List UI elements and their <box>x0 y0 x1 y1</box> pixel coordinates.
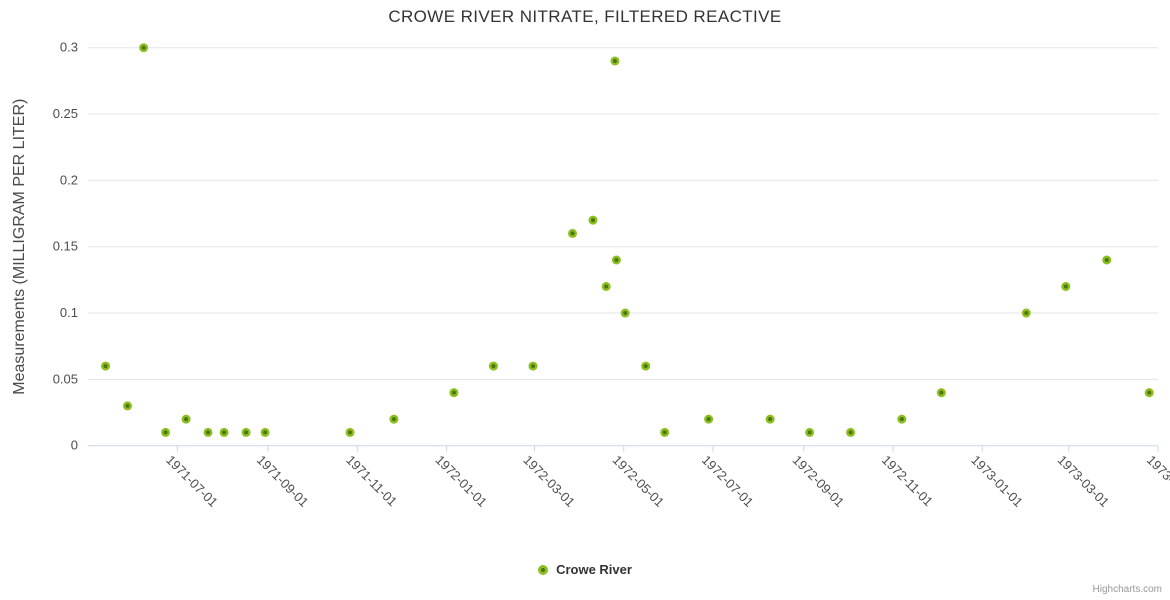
data-point-center <box>103 364 108 369</box>
data-point-center <box>614 257 619 262</box>
legend: Crowe River <box>0 562 1170 577</box>
data-point-center <box>163 430 168 435</box>
x-tick-label: 1973-05-01 <box>1144 452 1170 510</box>
legend-marker-icon <box>538 564 549 575</box>
data-point-center <box>623 311 628 316</box>
data-point-center <box>706 417 711 422</box>
y-tick-label: 0 <box>71 438 78 453</box>
x-tick-label: 1972-07-01 <box>699 452 757 510</box>
data-point-center <box>141 45 146 50</box>
data-point-center <box>848 430 853 435</box>
data-point-center <box>263 430 268 435</box>
data-point-center <box>662 430 667 435</box>
data-point-center <box>643 364 648 369</box>
y-tick-label: 0.15 <box>53 239 78 254</box>
data-point-center <box>391 417 396 422</box>
y-tick-label: 0.05 <box>53 371 78 386</box>
data-point-center <box>125 403 130 408</box>
data-point-center <box>1104 257 1109 262</box>
data-point-center <box>768 417 773 422</box>
y-tick-label: 0.1 <box>60 305 78 320</box>
x-tick-label: 1971-07-01 <box>163 452 221 510</box>
data-point-center <box>206 430 211 435</box>
legend-item-crowe-river[interactable]: Crowe River <box>556 562 632 577</box>
y-tick-label: 0.2 <box>60 172 78 187</box>
data-point-center <box>348 430 353 435</box>
data-point-center <box>612 58 617 63</box>
x-tick-label: 1973-03-01 <box>1055 452 1113 510</box>
x-tick-label: 1972-05-01 <box>610 452 668 510</box>
x-tick-label: 1973-01-01 <box>968 452 1026 510</box>
x-tick-label: 1971-09-01 <box>254 452 312 510</box>
data-point-center <box>184 417 189 422</box>
data-point-center <box>530 364 535 369</box>
x-tick-label: 1971-11-01 <box>343 452 400 509</box>
data-point-center <box>1063 284 1068 289</box>
x-tick-label: 1972-11-01 <box>879 452 936 509</box>
data-point-center <box>590 218 595 223</box>
data-point-center <box>451 390 456 395</box>
data-point-center <box>491 364 496 369</box>
x-tick-label: 1972-03-01 <box>520 452 578 510</box>
data-point-center <box>604 284 609 289</box>
data-point-center <box>570 231 575 236</box>
data-point-center <box>939 390 944 395</box>
data-point-center <box>244 430 249 435</box>
data-point-center <box>222 430 227 435</box>
y-axis-title: Measurements (MILLIGRAM PER LITER) <box>11 99 28 395</box>
data-point-center <box>1147 390 1152 395</box>
data-point-center <box>807 430 812 435</box>
y-tick-label: 0.25 <box>53 106 78 121</box>
x-tick-label: 1972-01-01 <box>432 452 490 510</box>
x-tick-label: 1972-09-01 <box>790 452 848 510</box>
highcharts-credits-link[interactable]: Highcharts.com <box>1092 584 1162 595</box>
chart-title: CROWE RIVER NITRATE, FILTERED REACTIVE <box>388 7 782 26</box>
y-tick-label: 0.3 <box>60 40 78 55</box>
data-point-center <box>1024 311 1029 316</box>
data-point-center <box>899 417 904 422</box>
